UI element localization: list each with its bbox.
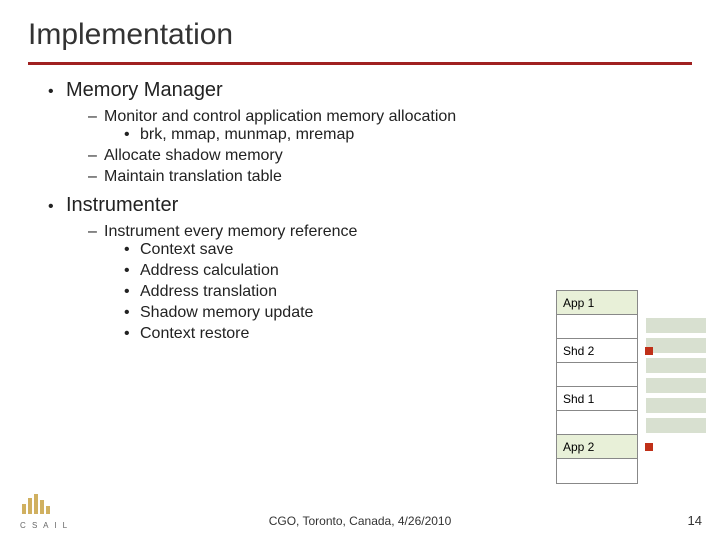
- bullet-icon: •: [124, 241, 140, 259]
- dash-icon: –: [88, 168, 104, 186]
- list-item: –Maintain translation table: [88, 168, 720, 186]
- dash-icon: –: [88, 108, 104, 126]
- item-text: Shadow memory update: [140, 304, 313, 321]
- bullet-icon: •: [124, 325, 140, 343]
- memory-cell: [557, 363, 637, 387]
- bullet-icon: •: [124, 126, 140, 144]
- item-text: Context save: [140, 241, 233, 258]
- memory-diagram: App 1 Shd 2 Shd 1 App 2: [556, 290, 686, 484]
- item-text: brk, mmap, munmap, mremap: [140, 126, 354, 143]
- logo-icon: [20, 490, 54, 516]
- page-number: 14: [688, 513, 702, 528]
- memory-cell: [557, 459, 637, 483]
- section-heading: Memory Manager: [66, 79, 223, 101]
- memory-cell: [557, 315, 637, 339]
- item-text: Allocate shadow memory: [104, 147, 283, 164]
- memory-column: App 1 Shd 2 Shd 1 App 2: [556, 290, 638, 484]
- memory-cell: App 2: [557, 435, 637, 459]
- item-text: Instrument every memory reference: [104, 223, 357, 240]
- memory-cell: App 1: [557, 291, 637, 315]
- diagram-background-bars: [646, 318, 706, 438]
- item-text: Context restore: [140, 325, 249, 342]
- bullet-icon: •: [124, 262, 140, 280]
- section-heading: Instrumenter: [66, 194, 178, 216]
- item-text: Maintain translation table: [104, 168, 282, 185]
- list-item: •brk, mmap, munmap, mremap: [124, 126, 720, 144]
- list-item: •Address calculation: [124, 262, 720, 280]
- footer-text: CGO, Toronto, Canada, 4/26/2010: [0, 514, 720, 528]
- section-memory-manager: •Memory Manager –Monitor and control app…: [48, 79, 720, 186]
- marker-icon: [645, 443, 653, 451]
- marker-icon: [645, 347, 653, 355]
- bullet-icon: •: [124, 304, 140, 322]
- item-text: Address calculation: [140, 262, 279, 279]
- item-text: Monitor and control application memory a…: [104, 108, 456, 125]
- list-item: •Context save: [124, 241, 720, 259]
- dash-icon: –: [88, 147, 104, 165]
- bullet-icon: •: [48, 198, 66, 216]
- slide-title: Implementation: [0, 0, 720, 52]
- item-text: Address translation: [140, 283, 277, 300]
- bullet-icon: •: [48, 83, 66, 101]
- dash-icon: –: [88, 223, 104, 241]
- memory-cell: Shd 1: [557, 387, 637, 411]
- list-item: –Allocate shadow memory: [88, 147, 720, 165]
- memory-cell: [557, 411, 637, 435]
- list-item: –Monitor and control application memory …: [88, 108, 720, 144]
- memory-cell: Shd 2: [557, 339, 637, 363]
- bullet-icon: •: [124, 283, 140, 301]
